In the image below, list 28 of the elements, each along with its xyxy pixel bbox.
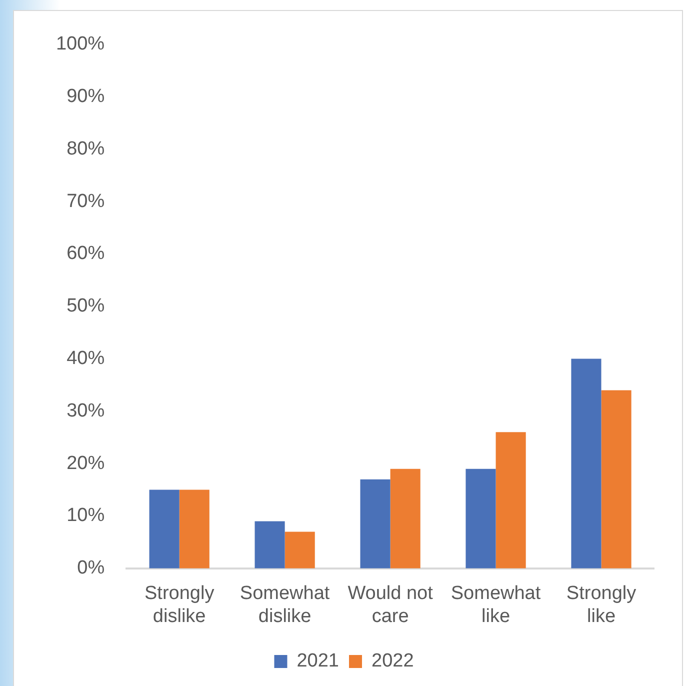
bar <box>601 390 632 568</box>
x-tick-label: Somewhat like <box>450 583 542 627</box>
y-tick-label: 20% <box>66 452 105 474</box>
bar <box>466 468 496 568</box>
legend-label: 2021 <box>296 650 340 672</box>
bar <box>179 490 210 568</box>
y-tick-label: 10% <box>66 505 105 526</box>
x-tick-label: Strongly like <box>566 583 637 627</box>
y-tick-label: 50% <box>66 296 105 317</box>
y-tick-label: 0% <box>77 558 105 579</box>
bar <box>284 532 315 568</box>
bar <box>390 468 420 568</box>
y-tick-label: 90% <box>66 86 105 108</box>
legend-label: 2022 <box>372 650 414 672</box>
bar <box>571 358 602 568</box>
bar <box>254 521 285 568</box>
y-tick-label: 70% <box>66 190 105 212</box>
bar <box>360 479 390 568</box>
x-tick-label: Somewhat dislike <box>240 583 330 627</box>
y-tick-label: 60% <box>66 243 105 264</box>
bar <box>496 432 526 568</box>
x-tick-label: Would not care <box>348 583 434 627</box>
x-tick-label: Strongly dislike <box>144 583 215 627</box>
y-tick-label: 30% <box>66 400 105 422</box>
bar <box>149 490 180 568</box>
y-tick-label: 100% <box>56 34 105 55</box>
y-tick-label: 80% <box>66 138 105 160</box>
y-tick-label: 40% <box>66 348 105 370</box>
